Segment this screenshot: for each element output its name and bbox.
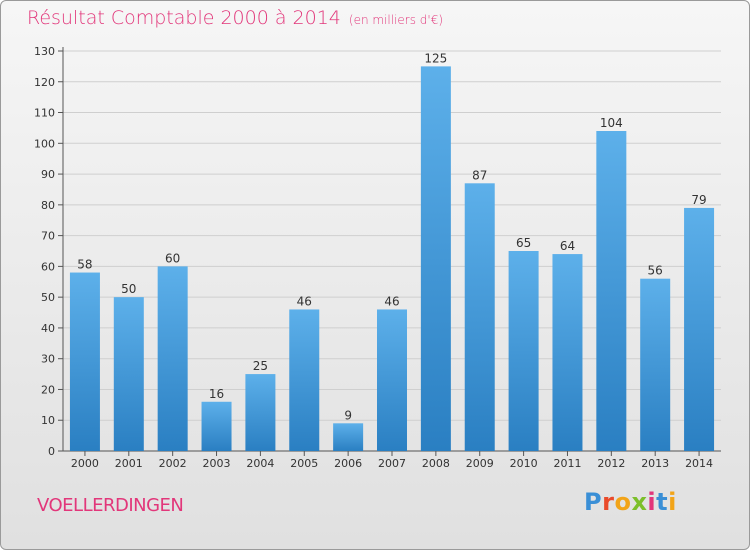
y-tick-label: 80 — [41, 199, 55, 212]
y-tick-label: 10 — [41, 414, 55, 427]
data-label-2004: 25 — [253, 359, 268, 373]
commune-name: VOELLERDINGEN — [37, 495, 184, 516]
x-tick-label: 2009 — [466, 457, 494, 470]
x-tick-label: 2008 — [422, 457, 450, 470]
logo-letter: i — [647, 488, 657, 516]
bars — [69, 66, 715, 452]
bar-2010 — [508, 251, 539, 451]
y-tick-label: 0 — [48, 445, 55, 458]
bar-2013 — [640, 278, 671, 451]
y-tick-label: 110 — [34, 107, 55, 120]
x-tick-label: 2001 — [115, 457, 143, 470]
data-label-2001: 50 — [121, 282, 136, 296]
proxiti-logo[interactable]: Proxiti — [584, 488, 677, 516]
bar-2003 — [201, 401, 232, 451]
bar-2008 — [420, 66, 451, 451]
x-tick-label: 2014 — [685, 457, 713, 470]
chart-title-text: Résultat Comptable 2000 à 2014 — [27, 7, 341, 29]
data-label-2009: 87 — [472, 168, 487, 182]
y-tick-label: 130 — [34, 45, 55, 58]
logo-letter: P — [584, 488, 603, 516]
x-tick-label: 2004 — [246, 457, 274, 470]
y-tick-label: 70 — [41, 230, 55, 243]
bar-2007 — [377, 309, 407, 451]
bar-2011 — [552, 254, 583, 451]
y-tick-label: 60 — [41, 260, 55, 273]
data-label-2011: 64 — [560, 239, 575, 253]
axes: 0 10 20 30 40 50 60 70 80 90 100 110 120 130 2000 2001 2… — [34, 45, 721, 470]
bar-2006 — [333, 423, 364, 451]
chart-title: Résultat Comptable 2000 à 2014 (en millie… — [27, 7, 443, 29]
data-label-2003: 16 — [209, 387, 224, 401]
x-tick-label: 2013 — [641, 457, 669, 470]
bar-2000 — [69, 272, 100, 451]
logo-letter: i — [668, 488, 677, 516]
y-tick-label: 30 — [41, 353, 55, 366]
data-label-2013: 56 — [648, 264, 663, 278]
x-tick-label: 2011 — [553, 457, 581, 470]
data-label-2010: 65 — [516, 236, 531, 250]
bar-2005 — [289, 309, 320, 451]
bar-chart: 0 10 20 30 40 50 60 70 80 90 100 110 120 130 2000 2001 2… — [34, 45, 721, 470]
x-tick-label: 2007 — [378, 457, 406, 470]
x-tick-label: 2012 — [597, 457, 625, 470]
x-tick-label: 2003 — [203, 457, 231, 470]
y-tick-label: 20 — [41, 383, 55, 396]
bar-2014 — [684, 207, 715, 451]
y-tick-label: 90 — [41, 168, 55, 181]
data-label-2002: 60 — [165, 251, 180, 265]
chart-subtitle: (en milliers d'€) — [348, 13, 444, 27]
data-label-2005: 46 — [297, 294, 312, 308]
logo-letter: x — [631, 488, 648, 516]
data-label-2006: 9 — [344, 408, 352, 422]
y-tick-label: 40 — [41, 322, 55, 335]
bar-2004 — [245, 374, 276, 451]
y-tick-label: 100 — [34, 137, 55, 150]
data-labels: 58 50 60 16 25 46 9 46 125 87 65 64 104 56 79 — [77, 51, 706, 422]
data-label-2007: 46 — [384, 294, 399, 308]
data-label-2000: 58 — [77, 258, 92, 272]
y-tick-label: 50 — [41, 291, 55, 304]
x-tick-label: 2000 — [71, 457, 99, 470]
x-tick-label: 2005 — [290, 457, 318, 470]
x-tick-label: 2006 — [334, 457, 362, 470]
x-tick-label: 2010 — [510, 457, 538, 470]
bar-2002 — [157, 266, 188, 451]
y-tick-label: 120 — [34, 76, 55, 89]
logo-letter: t — [656, 488, 669, 516]
logo-letter: r — [602, 488, 615, 516]
data-label-2012: 104 — [600, 116, 623, 130]
x-tick-label: 2002 — [159, 457, 187, 470]
data-label-2008: 125 — [424, 51, 447, 65]
logo-letter: o — [614, 488, 632, 516]
bar-2012 — [596, 131, 627, 451]
bar-2001 — [113, 297, 144, 451]
bar-2009 — [464, 183, 495, 452]
data-label-2014: 79 — [691, 193, 706, 207]
